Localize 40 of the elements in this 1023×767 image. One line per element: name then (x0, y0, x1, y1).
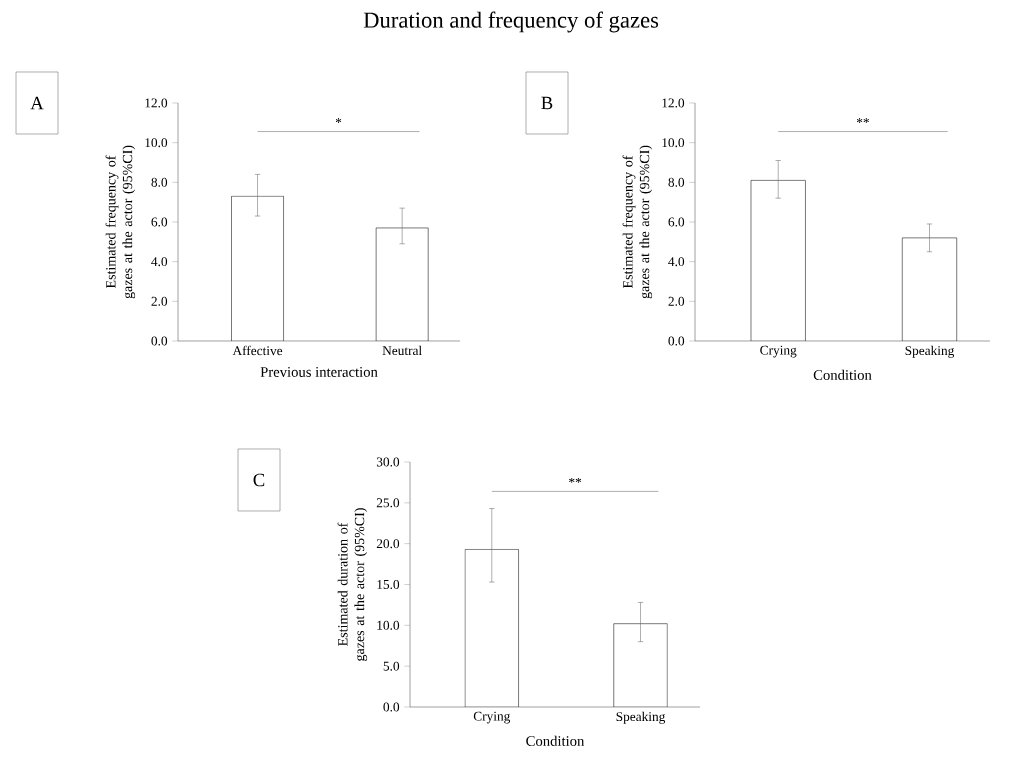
x-tick-label: Crying (760, 345, 797, 358)
text: B (541, 96, 553, 110)
annotation: ** (569, 477, 582, 483)
y-tick-label: 2.0 (668, 296, 685, 306)
text: C (253, 473, 265, 487)
text: A (30, 96, 44, 110)
y-tick-label: 12.0 (145, 98, 168, 108)
y-tick-label: 10.0 (662, 138, 685, 148)
y-tick-label: 0.0 (383, 702, 400, 712)
y-tick-label: 25.0 (376, 498, 400, 508)
y-tick-label: 8.0 (668, 177, 685, 187)
y-tick-label: 8.0 (151, 177, 168, 187)
y-tick-label: 6.0 (668, 217, 685, 227)
x-tick-label: Speaking (616, 711, 666, 724)
y-tick-label: 12.0 (662, 98, 685, 108)
y-tick-label: 4.0 (151, 257, 168, 267)
text: Duration and frequency of gazes (363, 11, 659, 33)
y-tick-label: 5.0 (383, 661, 400, 671)
x-tick-label: Crying (473, 711, 511, 724)
y-tick-label: 20.0 (376, 539, 400, 549)
y-tick-label: 30.0 (376, 457, 400, 467)
annotation: * (335, 118, 342, 123)
y-tick-label: 6.0 (151, 217, 168, 227)
y-axis-title: Estimated duration of gazes at the actor (95%CI) (337, 508, 368, 661)
x-axis-title: Previous interaction (260, 367, 378, 377)
y-tick-label: 10.0 (377, 620, 400, 630)
x-tick-label: Speaking (905, 345, 955, 358)
x-tick-label: Affective (232, 345, 283, 356)
y-tick-label: 10.0 (145, 138, 168, 148)
x-axis-title: Condition (526, 735, 585, 746)
y-tick-label: 0.0 (151, 336, 168, 346)
y-tick-label: 4.0 (668, 257, 685, 267)
y-axis-title: Estimated frequency of gazes at the actor (95%CI) (105, 145, 136, 299)
y-axis-title: Estimated frequency of gazes at the actor (95%CI) (622, 145, 653, 299)
y-tick-label: 0.0 (668, 336, 685, 346)
annotation: ** (856, 118, 869, 123)
x-axis-title: Condition (813, 369, 872, 380)
y-tick-label: 2.0 (151, 296, 168, 306)
y-tick-label: 15.0 (377, 579, 400, 590)
x-tick-label: Neutral (382, 345, 422, 356)
